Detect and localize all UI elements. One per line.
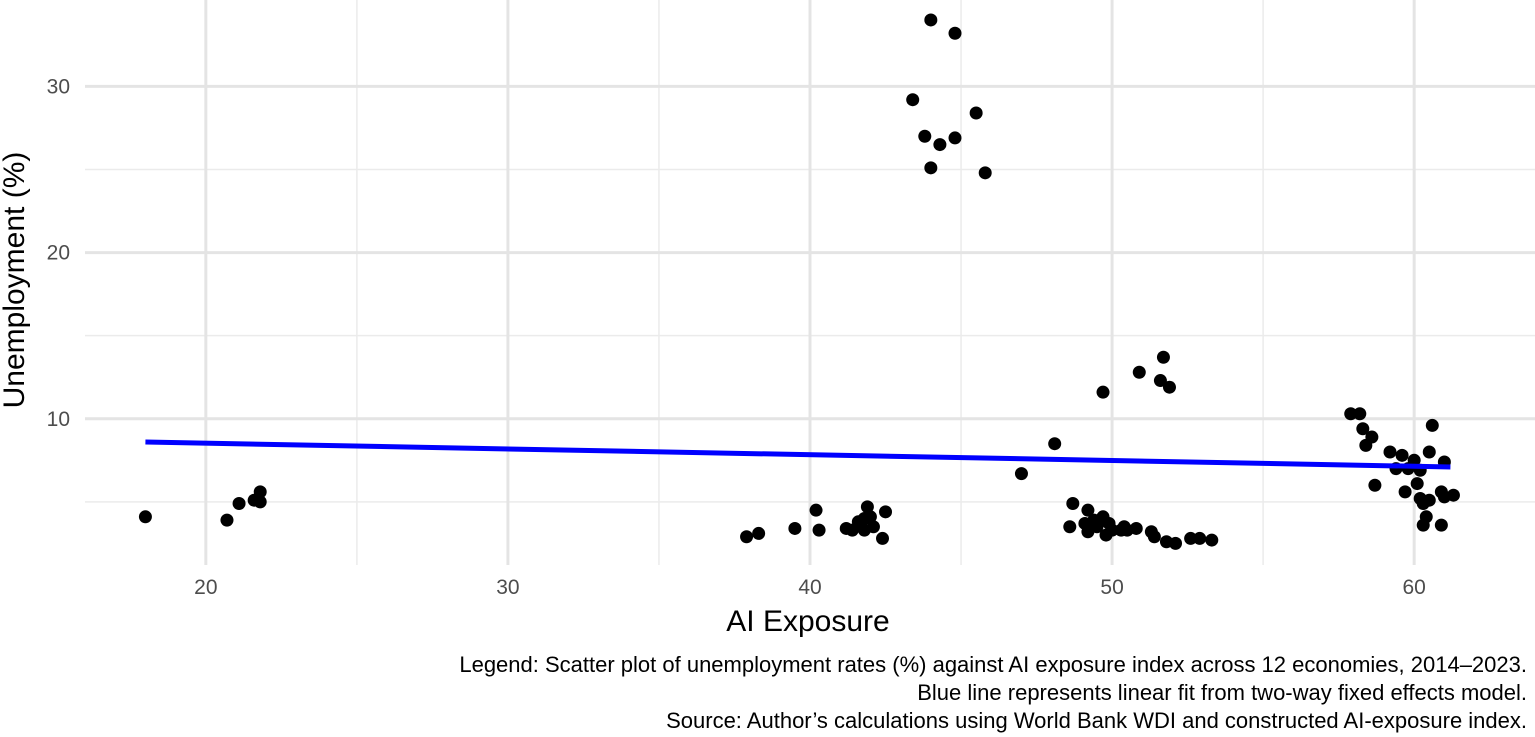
- data-point: [232, 497, 246, 511]
- x-tick-label: 40: [798, 576, 821, 599]
- data-point: [1096, 385, 1110, 399]
- y-axis-title: Unemployment (%): [0, 152, 31, 409]
- data-point: [969, 106, 983, 120]
- data-points: [138, 13, 1460, 550]
- x-tick-label: 60: [1402, 576, 1425, 599]
- data-point: [1153, 374, 1167, 388]
- data-point: [253, 485, 267, 499]
- data-point: [978, 166, 992, 180]
- data-point: [1365, 430, 1379, 444]
- data-point: [1422, 493, 1436, 507]
- data-point: [1105, 523, 1119, 537]
- data-point: [918, 129, 932, 143]
- data-point: [1129, 521, 1143, 535]
- data-point: [812, 523, 826, 537]
- data-point: [876, 531, 889, 545]
- data-point: [1048, 437, 1062, 451]
- data-point: [1162, 380, 1176, 394]
- data-point: [879, 505, 893, 519]
- data-point: [1419, 510, 1433, 524]
- fit-line-layer: [145, 439, 1451, 470]
- data-point: [752, 526, 766, 540]
- data-point: [860, 500, 874, 514]
- data-point: [1147, 530, 1161, 544]
- x-tick-labels: 20 30 40 50 60: [194, 576, 1426, 599]
- data-point: [1395, 448, 1409, 462]
- y-tick-label: 20: [47, 242, 70, 265]
- data-point: [1356, 422, 1370, 436]
- fit-line: [145, 439, 1451, 470]
- data-point: [863, 510, 877, 524]
- data-point: [1407, 453, 1421, 467]
- data-point: [1446, 488, 1460, 502]
- data-point: [906, 93, 920, 107]
- data-point: [1205, 533, 1219, 547]
- data-point: [948, 131, 962, 145]
- data-point: [1383, 445, 1397, 459]
- data-point: [1156, 350, 1170, 364]
- data-point: [924, 13, 938, 27]
- data-point: [1066, 497, 1080, 511]
- data-point: [933, 138, 947, 152]
- data-point: [220, 513, 234, 527]
- data-point: [1422, 445, 1436, 459]
- y-tick-labels: 10 20 30: [47, 75, 70, 430]
- caption-source: Source: Author’s calculations using Worl…: [666, 708, 1527, 733]
- data-point: [740, 530, 754, 544]
- data-point: [1353, 407, 1367, 421]
- data-point: [1193, 531, 1207, 545]
- x-tick-label: 50: [1100, 576, 1123, 599]
- data-point: [1398, 485, 1412, 499]
- data-point: [1184, 531, 1198, 545]
- data-point: [253, 495, 267, 509]
- scatter-chart: 20 30 40 50 60 10 20 30 AI Exposure Unemployme…: [0, 0, 1535, 638]
- major-gridlines: [85, 0, 1535, 565]
- data-point: [1344, 407, 1358, 421]
- data-point: [1063, 520, 1077, 534]
- data-point: [809, 503, 823, 517]
- data-point: [948, 26, 962, 40]
- data-point: [1169, 536, 1183, 550]
- caption-legend: Legend: Scatter plot of unemployment rat…: [459, 652, 1527, 677]
- data-point: [1081, 503, 1095, 517]
- data-point: [1368, 478, 1382, 492]
- data-point: [866, 520, 880, 534]
- x-tick-label: 30: [496, 576, 519, 599]
- data-point: [1014, 467, 1028, 481]
- x-axis-title: AI Exposure: [726, 605, 889, 638]
- data-point: [1410, 477, 1424, 491]
- x-tick-label: 20: [194, 576, 217, 599]
- data-point: [1434, 518, 1448, 532]
- data-point: [138, 510, 152, 524]
- caption-fit-note: Blue line represents linear fit from two…: [917, 680, 1527, 705]
- y-tick-label: 30: [47, 75, 70, 98]
- data-point: [924, 161, 938, 175]
- data-point: [1132, 365, 1146, 379]
- y-tick-label: 10: [47, 408, 70, 431]
- data-point: [1425, 418, 1439, 432]
- data-point: [788, 521, 802, 535]
